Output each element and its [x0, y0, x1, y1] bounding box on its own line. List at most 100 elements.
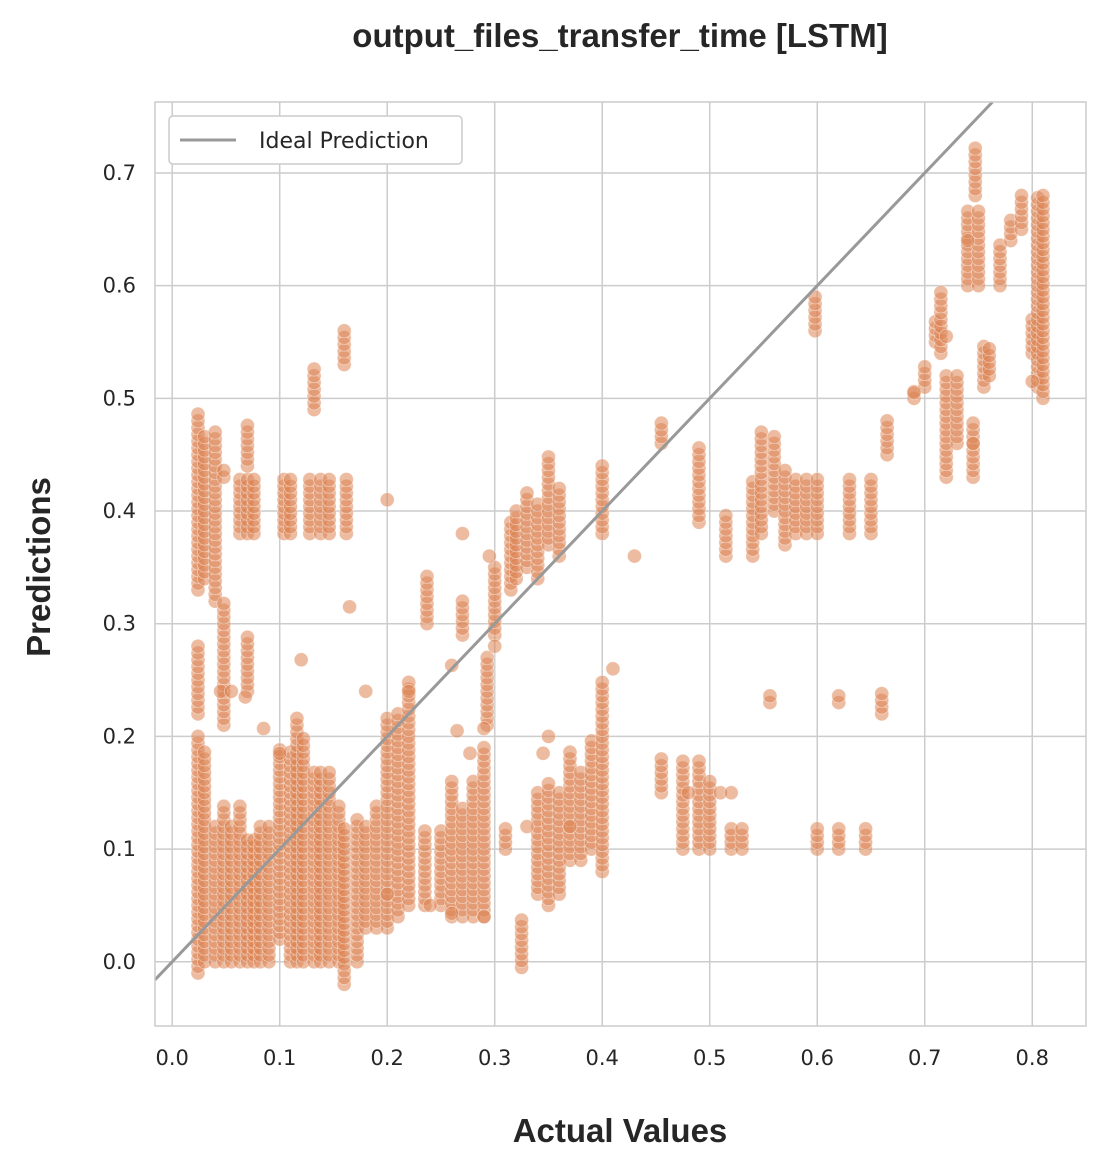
scatter-point — [256, 721, 271, 736]
x-tick-label: 0.1 — [263, 1046, 296, 1070]
scatter-point — [422, 898, 438, 913]
scatter-points — [190, 140, 1051, 992]
scatter-point — [718, 508, 734, 523]
scatter-point — [449, 723, 465, 739]
scatter-point — [216, 798, 232, 814]
x-tick-label: 0.0 — [155, 1046, 188, 1070]
scatter-point — [933, 285, 949, 300]
scatter-point — [541, 776, 556, 792]
scatter-point — [481, 548, 497, 564]
scatter-point — [519, 485, 535, 501]
scatter-point — [455, 526, 470, 541]
scatter-point — [444, 905, 460, 921]
scatter-point — [702, 774, 718, 789]
scatter-point — [594, 674, 610, 690]
x-tick-label: 0.7 — [908, 1046, 941, 1070]
scatter-point — [723, 785, 739, 801]
scatter-point — [831, 688, 847, 704]
scatter-point — [283, 472, 298, 487]
scatter-point — [971, 203, 986, 219]
scatter-point — [487, 638, 503, 654]
scatter-point — [216, 596, 232, 611]
scatter-point — [190, 638, 206, 654]
scatter-point — [917, 359, 933, 375]
y-axis-label: Predictions — [20, 477, 57, 657]
y-tick-label: 0.7 — [103, 161, 136, 185]
scatter-point — [417, 823, 433, 839]
legend: Ideal Prediction — [168, 115, 463, 165]
scatter-point — [476, 909, 492, 925]
scatter-point — [331, 798, 347, 814]
scatter-point — [293, 652, 309, 668]
ideal-prediction-line — [153, 100, 994, 981]
x-tick-label: 0.5 — [693, 1046, 726, 1070]
x-axis-ticks: 0.0 0.1 0.2 0.3 0.4 0.5 0.6 0.7 0.8 — [155, 1046, 1048, 1070]
scatter-point — [336, 821, 352, 837]
scatter-point — [960, 233, 976, 249]
scatter-point — [938, 328, 954, 344]
scatter-point — [379, 492, 395, 508]
scatter-point — [831, 821, 847, 837]
y-tick-label: 0.4 — [103, 499, 136, 523]
scatter-point — [541, 729, 556, 744]
plot-frame — [154, 101, 1087, 1027]
scatter-point — [207, 424, 223, 440]
scatter-point — [240, 629, 255, 645]
scatter-point — [594, 458, 610, 474]
scatter-point — [1024, 374, 1040, 389]
scatter-point — [535, 745, 551, 761]
x-axis-label: Actual Values — [513, 1112, 728, 1149]
scatter-point — [967, 140, 983, 156]
y-tick-label: 0.5 — [103, 386, 136, 410]
scatter-point — [246, 472, 262, 487]
scatter-point — [197, 744, 212, 760]
scatter-point — [479, 650, 495, 665]
y-tick-label: 0.3 — [103, 612, 136, 636]
scatter-point — [444, 774, 460, 789]
scatter-point — [519, 819, 535, 834]
scatter-point — [842, 472, 857, 487]
scatter-point — [338, 472, 354, 487]
scatter-point — [605, 661, 621, 677]
x-tick-label: 0.4 — [586, 1046, 619, 1070]
y-tick-label: 0.6 — [103, 274, 136, 298]
scatter-point — [809, 821, 825, 837]
scatter-point — [336, 323, 352, 339]
scatter-point — [223, 683, 239, 699]
scatter-point — [680, 785, 696, 801]
scatter-point — [541, 449, 556, 465]
x-tick-label: 0.2 — [371, 1046, 404, 1070]
scatter-point — [295, 731, 311, 747]
scatter-point — [653, 415, 669, 431]
scatter-point — [342, 599, 357, 615]
scatter-point — [562, 819, 578, 834]
scatter-point — [949, 368, 965, 384]
legend-box — [168, 115, 463, 165]
scatter-point — [551, 481, 567, 496]
scatter-point — [306, 361, 322, 377]
scatter-point — [734, 821, 750, 837]
x-tick-label: 0.6 — [801, 1046, 834, 1070]
scatter-point — [240, 417, 255, 433]
scatter-point — [1014, 188, 1029, 203]
scatter-point — [476, 721, 492, 736]
scatter-point — [321, 472, 337, 487]
scatter-point — [190, 406, 206, 422]
scatter-point — [272, 745, 288, 761]
scatter-point — [675, 753, 691, 769]
scatter-point — [514, 912, 529, 928]
scatter-point — [237, 689, 253, 705]
scatter-point — [858, 821, 874, 837]
ideal-line-path — [153, 100, 994, 981]
y-axis-ticks: 0.0 0.1 0.2 0.3 0.4 0.5 0.6 0.7 — [103, 161, 136, 974]
scatter-point — [462, 745, 478, 761]
scatter-point — [419, 568, 435, 584]
scatter-point — [879, 413, 895, 429]
scatter-point — [965, 436, 981, 451]
scatter-point — [498, 821, 513, 837]
scatter-point — [627, 548, 642, 564]
scatter-point — [401, 683, 417, 699]
scatter-point — [691, 440, 707, 456]
scatter-point — [863, 472, 879, 487]
